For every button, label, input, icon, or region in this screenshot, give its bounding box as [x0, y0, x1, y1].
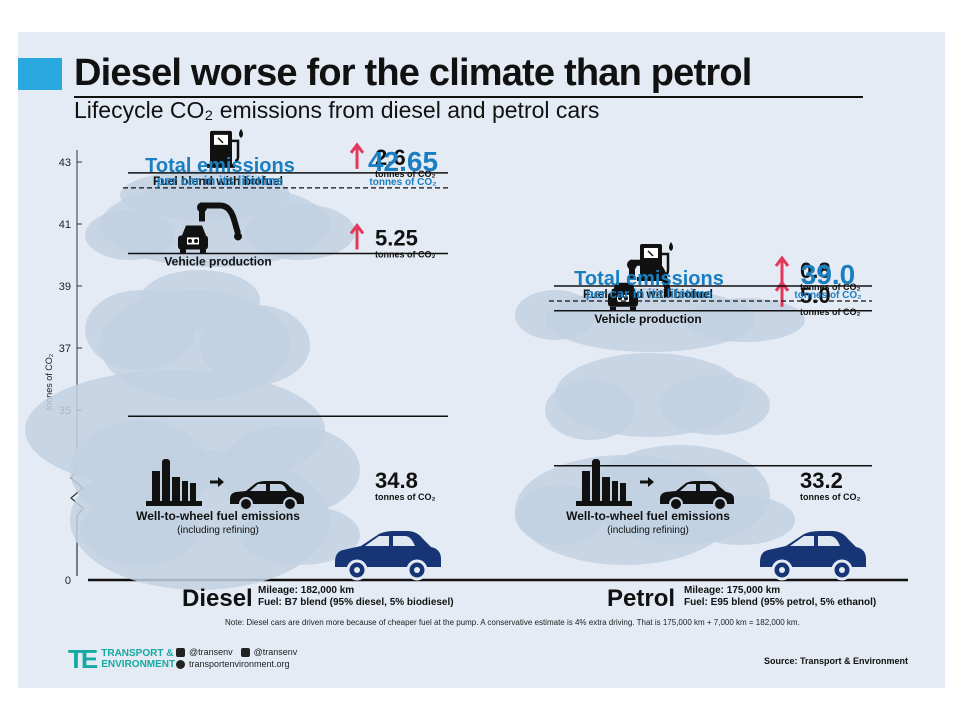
- segment-label: Vehicle production: [164, 254, 271, 268]
- website-url: transportenvironment.org: [189, 659, 290, 669]
- total-title: Total emissions: [574, 268, 724, 290]
- y-tick-label: 39: [59, 281, 71, 293]
- value-label: 5.25: [375, 225, 418, 250]
- mileage-label: Mileage: 175,000 km: [684, 585, 780, 596]
- emission-cloud: [685, 298, 805, 342]
- value-label: 5.0: [800, 283, 831, 308]
- website-link[interactable]: transportenvironment.org: [176, 658, 297, 670]
- emission-cloud: [685, 495, 795, 545]
- fuel-type-label: Diesel: [182, 585, 253, 612]
- fuel-blend-label: Fuel: E95 blend (95% petrol, 5% ethanol): [684, 597, 876, 608]
- unit-label: tonnes of CO₂: [800, 282, 861, 292]
- y-axis-label: tonnes of CO₂: [44, 353, 54, 410]
- emission-cloud: [245, 204, 355, 260]
- segment-label: Vehicle production: [594, 312, 701, 326]
- y-tick-label: 37: [59, 343, 71, 355]
- facebook-handle: @transenv: [253, 647, 298, 657]
- emission-cloud: [660, 375, 770, 435]
- fuel-type-label: Petrol: [607, 585, 675, 612]
- total-title: Total emissions: [145, 155, 295, 177]
- emission-cloud: [515, 290, 595, 340]
- page-title: Diesel worse for the climate than petrol: [74, 52, 752, 94]
- bar-petrol: Well-to-wheel fuel emissions (including r…: [515, 240, 876, 612]
- y-tick-label: 0: [65, 575, 71, 587]
- mileage-label: Mileage: 182,000 km: [258, 585, 354, 596]
- org-line-1: TRANSPORT &: [101, 648, 174, 659]
- emission-cloud: [80, 495, 200, 565]
- increase-arrow: [774, 280, 790, 307]
- logo-mark: TE: [68, 644, 98, 674]
- total-subtitle: per car in its lifetime: [157, 173, 283, 188]
- page-subtitle: Lifecycle CO₂ emissions from diesel and …: [74, 97, 600, 123]
- total-value: 39.0: [801, 259, 856, 290]
- facebook-icon: [240, 647, 250, 657]
- value-label: 33.2: [800, 468, 843, 493]
- emission-cloud: [545, 380, 635, 440]
- accent-stripe: [18, 58, 62, 90]
- emission-cloud: [140, 270, 260, 330]
- value-label: 34.8: [375, 468, 418, 493]
- globe-icon: [176, 659, 185, 669]
- y-tick-label: 41: [59, 219, 71, 231]
- total-value: 42.65: [368, 146, 438, 177]
- value-label: 0.8: [800, 258, 831, 283]
- segment-label: Fuel blend with biofuel: [583, 287, 713, 301]
- segment-label: Well-to-wheel fuel emissions: [136, 509, 300, 523]
- unit-label: tonnes of CO₂: [800, 492, 861, 502]
- social-links: @transenv @transenv transportenvironment…: [176, 646, 297, 670]
- increase-arrow: [349, 142, 365, 169]
- y-tick-label: 43: [59, 157, 71, 169]
- unit-label: tonnes of CO₂: [375, 169, 436, 179]
- segment-sublabel: (including refining): [607, 525, 689, 536]
- total-subtitle: per car in its lifetime: [586, 286, 712, 301]
- increase-arrow: [774, 255, 790, 282]
- total-unit: tonnes of CO₂: [794, 290, 861, 301]
- segment-label: Fuel blend with biofuel: [153, 174, 283, 188]
- twitter-handle: @transenv: [189, 647, 233, 657]
- unit-label: tonnes of CO₂: [375, 249, 436, 259]
- org-name: TRANSPORT & ENVIRONMENT: [101, 648, 175, 670]
- emission-cloud: [545, 288, 755, 352]
- fuel-blend-label: Fuel: B7 blend (95% diesel, 5% biodiesel…: [258, 597, 454, 608]
- twitter-icon: [176, 647, 185, 657]
- increase-arrow: [349, 222, 365, 250]
- twitter-link[interactable]: @transenv @transenv: [176, 646, 297, 658]
- emission-cloud: [240, 505, 360, 565]
- source-credit: Source: Transport & Environment: [764, 656, 909, 666]
- emission-cloud: [85, 210, 175, 260]
- footnote: Note: Diesel cars are driven more becaus…: [225, 618, 800, 627]
- value-label: 2.6: [375, 145, 406, 170]
- bar-diesel: Well-to-wheel fuel emissions (including r…: [25, 127, 454, 612]
- unit-label: tonnes of CO₂: [800, 307, 861, 317]
- org-line-2: ENVIRONMENT: [101, 659, 176, 670]
- unit-label: tonnes of CO₂: [375, 492, 436, 502]
- emission-cloud: [120, 170, 290, 220]
- segment-sublabel: (including refining): [177, 525, 259, 536]
- segment-label: Well-to-wheel fuel emissions: [566, 509, 730, 523]
- te-logo[interactable]: TE TRANSPORT & ENVIRONMENT: [68, 646, 175, 672]
- total-unit: tonnes of CO₂: [369, 177, 436, 188]
- title-underline: [74, 96, 863, 98]
